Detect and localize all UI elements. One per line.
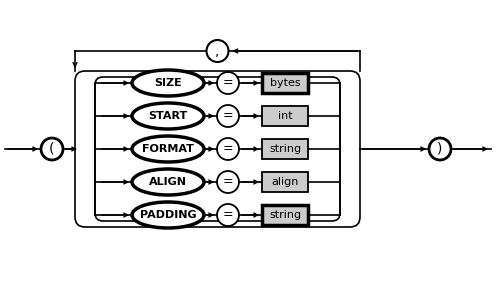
Ellipse shape — [217, 105, 239, 127]
FancyBboxPatch shape — [75, 71, 360, 227]
Ellipse shape — [217, 138, 239, 160]
FancyBboxPatch shape — [262, 139, 308, 159]
Text: =: = — [223, 209, 233, 221]
Text: =: = — [223, 77, 233, 89]
Ellipse shape — [132, 202, 204, 228]
Text: START: START — [148, 111, 187, 121]
Ellipse shape — [132, 169, 204, 195]
Ellipse shape — [217, 171, 239, 193]
Text: align: align — [271, 177, 299, 187]
Text: SIZE: SIZE — [154, 78, 182, 88]
FancyBboxPatch shape — [262, 172, 308, 192]
Text: =: = — [223, 142, 233, 156]
Text: (: ( — [49, 142, 55, 156]
Ellipse shape — [217, 72, 239, 94]
FancyBboxPatch shape — [262, 73, 308, 93]
Ellipse shape — [132, 70, 204, 96]
Ellipse shape — [132, 103, 204, 129]
Circle shape — [206, 40, 229, 62]
Text: PADDING: PADDING — [140, 210, 196, 220]
Text: string: string — [269, 144, 301, 154]
Ellipse shape — [217, 204, 239, 226]
FancyBboxPatch shape — [262, 205, 308, 225]
FancyBboxPatch shape — [262, 106, 308, 126]
Circle shape — [41, 138, 63, 160]
Text: =: = — [223, 109, 233, 122]
Text: ,: , — [215, 44, 220, 58]
Text: FORMAT: FORMAT — [142, 144, 194, 154]
Text: string: string — [269, 210, 301, 220]
Text: ALIGN: ALIGN — [149, 177, 187, 187]
Text: ): ) — [437, 142, 443, 156]
Ellipse shape — [132, 136, 204, 162]
Text: bytes: bytes — [270, 78, 300, 88]
Circle shape — [429, 138, 451, 160]
FancyBboxPatch shape — [95, 77, 340, 221]
Text: int: int — [278, 111, 292, 121]
Text: =: = — [223, 176, 233, 189]
